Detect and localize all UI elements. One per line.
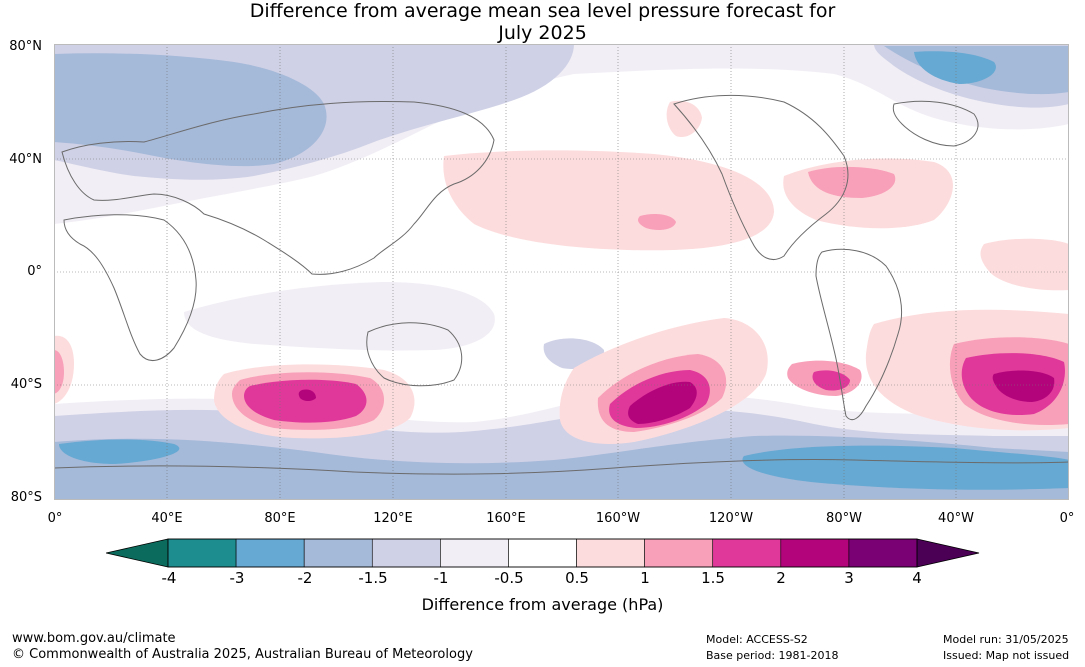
colorbar-swatch — [712, 538, 782, 568]
map-frame — [54, 44, 1069, 500]
lat-label-eq: 0° — [27, 264, 42, 279]
colorbar-tick: 4 — [912, 569, 922, 587]
colorbar-swatch — [780, 538, 850, 568]
graticule — [54, 44, 1069, 500]
lon-label-40e: 40°E — [151, 511, 183, 526]
coastlines — [54, 94, 1069, 475]
colorbar-under-arrow — [106, 538, 169, 568]
lat-label-80n: 80°N — [9, 39, 42, 54]
colorbar-swatch — [235, 538, 305, 568]
anomaly-fields — [54, 44, 1069, 500]
colorbar-swatch — [848, 538, 918, 568]
colorbar-swatch — [508, 538, 577, 568]
colorbar-label: Difference from average (hPa) — [421, 595, 664, 614]
colorbar-tick: -2 — [297, 569, 313, 587]
colorbar-frame — [167, 538, 918, 568]
colorbar-tick: -0.5 — [494, 569, 524, 587]
colorbar-swatch — [440, 538, 509, 568]
lon-label-160w: 160°W — [595, 511, 641, 526]
footer-copyright: © Commonwealth of Australia 2025, Austra… — [12, 647, 473, 662]
colorbar-tick: -1.5 — [358, 569, 388, 587]
colorbar — [106, 538, 980, 568]
lon-label-120w: 120°W — [708, 511, 754, 526]
lon-label-160e: 160°E — [486, 511, 526, 526]
footer-url[interactable]: www.bom.gov.au/climate — [12, 631, 176, 646]
colorbar-tick: -4 — [161, 569, 177, 587]
colorbar-swatch — [167, 538, 237, 568]
map-title-line1: Difference from average mean sea level p… — [249, 0, 836, 22]
lon-label-0-east: 0° — [1059, 511, 1075, 526]
colorbar-tick: -1 — [433, 569, 449, 587]
colorbar-over-arrow — [916, 538, 980, 568]
map-title-line2: July 2025 — [498, 22, 587, 44]
pressure-anomaly-map — [54, 44, 1069, 500]
lon-label-0: 0° — [47, 511, 63, 526]
colorbar-swatch — [371, 538, 441, 568]
lat-label-40s: 40°S — [10, 377, 42, 392]
footer-model-run: Model run: 31/05/2025 — [943, 633, 1069, 646]
colorbar-tick: 1 — [640, 569, 650, 587]
lon-label-40w: 40°W — [938, 511, 974, 526]
lon-label-120e: 120°E — [373, 511, 413, 526]
footer-base-period: Base period: 1981-2018 — [706, 649, 839, 662]
lat-label-80s: 80°S — [10, 490, 42, 505]
colorbar-tick: 0.5 — [565, 569, 589, 587]
colorbar-tick: 3 — [844, 569, 854, 587]
lon-label-80w: 80°W — [826, 511, 862, 526]
footer-issued: Issued: Map not issued — [943, 649, 1070, 662]
colorbar-tick: 2 — [776, 569, 786, 587]
colorbar-tick: -3 — [229, 569, 245, 587]
lon-label-80e: 80°E — [264, 511, 296, 526]
footer-model: Model: ACCESS-S2 — [706, 633, 808, 646]
colorbar-swatch — [303, 538, 373, 568]
colorbar-swatch — [644, 538, 714, 568]
colorbar-tick: 1.5 — [701, 569, 725, 587]
colorbar-swatch — [576, 538, 645, 568]
lat-label-40n: 40°N — [9, 152, 42, 167]
